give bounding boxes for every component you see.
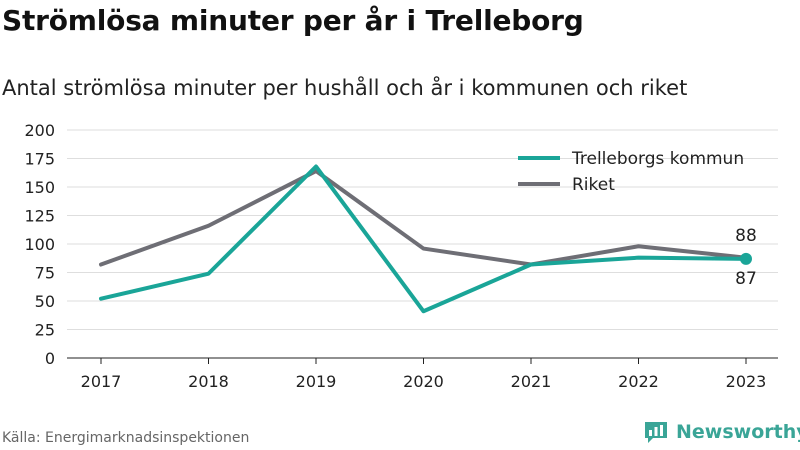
y-tick-label: 150 [24, 178, 55, 197]
x-tick-label: 2017 [81, 372, 122, 391]
end-point-marker [740, 252, 752, 265]
x-tick-label: 2022 [618, 372, 659, 391]
series-line-trelleborgs-kommun [99, 164, 748, 314]
x-tick-label: 2019 [296, 372, 337, 391]
brand-name: Newsworthy [676, 421, 800, 443]
y-tick-label: 0 [45, 349, 55, 368]
series-line-riket [99, 169, 748, 267]
x-tick-label: 2023 [726, 372, 767, 391]
x-tick-label: 2018 [188, 372, 229, 391]
newsworthy-logo-icon [645, 422, 667, 443]
legend-label: Trelleborgs kommun [571, 149, 744, 169]
y-tick-label: 175 [24, 150, 55, 169]
y-tick-label: 200 [24, 121, 55, 140]
legend-label: Riket [572, 175, 615, 195]
y-axis: 0 25 50 75 100 125 150 175 200 [24, 121, 55, 368]
grid-lines [67, 129, 778, 359]
source-note: Källa: Energimarknadsinspektionen [2, 430, 250, 446]
chart-title: Strömlösa minuter per år i Trelleborg [2, 4, 584, 37]
y-tick-label: 100 [24, 235, 55, 254]
y-tick-label: 125 [24, 207, 55, 226]
x-tick-label: 2021 [511, 372, 552, 391]
legend: Trelleborgs kommun Riket [518, 149, 744, 195]
y-tick-label: 25 [35, 321, 55, 340]
y-tick-label: 50 [35, 292, 55, 311]
y-tick-label: 75 [35, 264, 55, 283]
end-labels: 88 87 [735, 226, 757, 289]
end-label-kommun: 87 [735, 269, 757, 289]
series-lines [99, 164, 752, 314]
chart-subtitle: Antal strömlösa minuter per hushåll och … [2, 76, 688, 100]
brand-logo[interactable]: Newsworthy [643, 419, 800, 445]
x-tick-label: 2020 [403, 372, 444, 391]
x-axis: 2017 2018 2019 2020 2021 2022 2023 [81, 358, 767, 391]
end-label-riket: 88 [735, 226, 757, 246]
